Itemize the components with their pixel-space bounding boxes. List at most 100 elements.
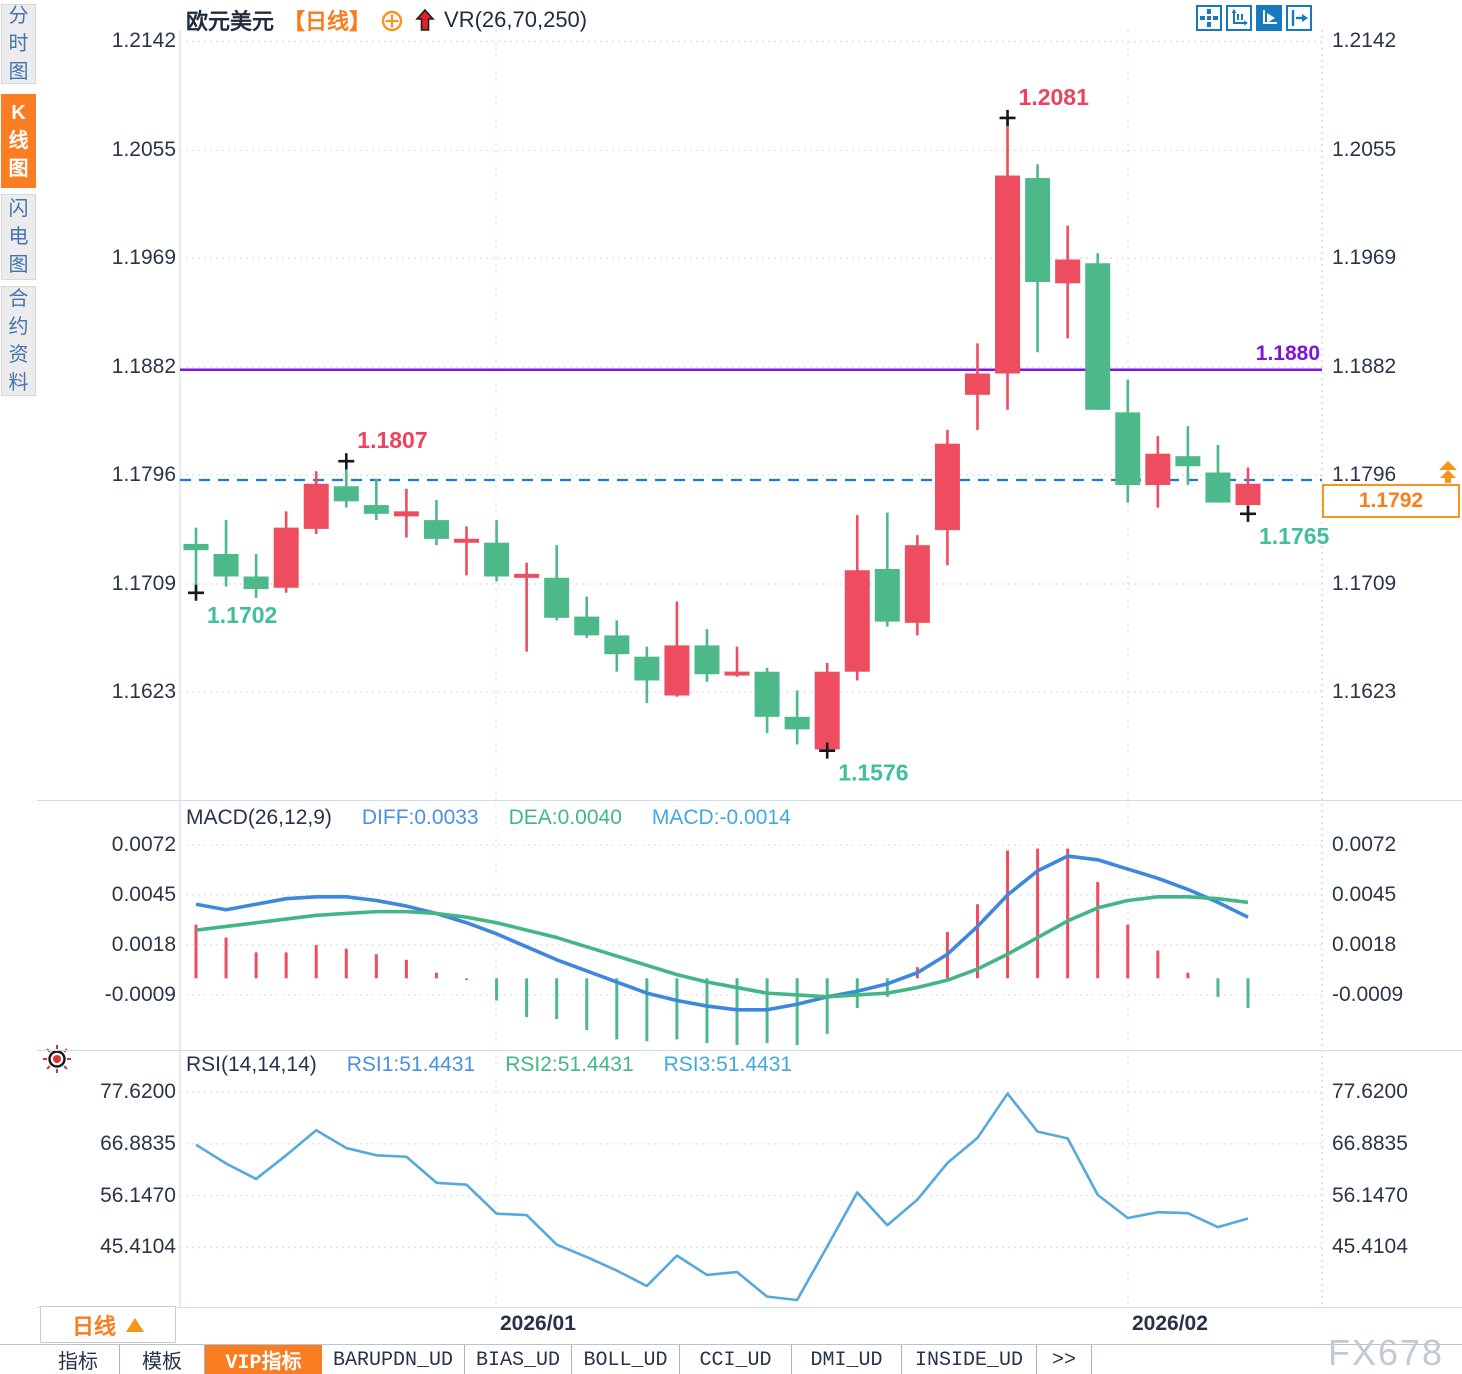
candle-body[interactable]: [303, 483, 329, 529]
price-up-arrow-icon: [1438, 461, 1458, 488]
indicator-tab-vip[interactable]: VIP指标: [205, 1345, 322, 1374]
macd-diff-value: DIFF:0.0033: [361, 806, 479, 829]
price-axis-label-left: 1.1882: [111, 355, 176, 379]
price-axis-label-right: 1.1623: [1332, 679, 1397, 703]
indicator-tab-barupdn_ud[interactable]: BARUPDN_UD: [322, 1345, 465, 1374]
candle-body[interactable]: [604, 635, 630, 655]
period-selector[interactable]: 日线: [40, 1306, 176, 1343]
indicator-tab-cci_ud[interactable]: CCI_UD: [680, 1345, 792, 1374]
circle-plus-icon[interactable]: [380, 8, 404, 32]
indicator-tab-inside_ud[interactable]: INSIDE_UD: [902, 1345, 1037, 1374]
indicator-tab-bias_ud[interactable]: BIAS_UD: [465, 1345, 572, 1374]
rsi-axis-label-left: 77.6200: [100, 1080, 176, 1103]
panel-divider-rsi: [37, 1050, 1462, 1051]
candle-body[interactable]: [904, 545, 930, 623]
move-tool-button[interactable]: [1196, 5, 1222, 31]
symbol-name: 欧元美元: [186, 9, 275, 34]
candle-body[interactable]: [273, 527, 299, 588]
candle-body[interactable]: [544, 577, 570, 618]
sidebar-tab-char: 图: [8, 61, 29, 83]
candle-body[interactable]: [995, 175, 1021, 374]
extreme-marker-icon: [338, 453, 355, 470]
indicator-tab-dmi_ud[interactable]: DMI_UD: [792, 1345, 902, 1374]
rsi-axis-label-left: 66.8835: [100, 1131, 176, 1155]
candle-body[interactable]: [1235, 483, 1261, 506]
sidebar-tab-char: 图: [8, 254, 29, 276]
candle-body[interactable]: [1145, 453, 1171, 486]
sidebar-tab-char: 料: [8, 372, 29, 394]
candle-body[interactable]: [183, 543, 209, 551]
candle-body[interactable]: [363, 505, 389, 514]
candle-body[interactable]: [514, 573, 540, 578]
candle-body[interactable]: [484, 542, 510, 577]
date-label: 2026/02: [1132, 1312, 1208, 1335]
indicator-tab-[interactable]: 指标: [37, 1345, 120, 1374]
candle-body[interactable]: [1175, 456, 1201, 467]
fit-scale-tool-button[interactable]: [1226, 5, 1252, 31]
indicator-tab-bar: 指标 模板 VIP指标 BARUPDN_UD BIAS_UD BOLL_UD CCI_UD D…: [0, 1344, 1462, 1374]
pan-right-tool-button[interactable]: [1286, 5, 1312, 31]
candle-body[interactable]: [784, 716, 810, 730]
sidebar-tab-char: 约: [8, 316, 29, 338]
price-axis-label-left: 1.2142: [111, 29, 176, 53]
indicator-tab-boll_ud[interactable]: BOLL_UD: [572, 1345, 680, 1374]
triangle-up-icon: [126, 1317, 144, 1332]
candle-body[interactable]: [694, 645, 720, 675]
chart-toolbar: [1196, 5, 1312, 31]
candle-body[interactable]: [1115, 412, 1141, 486]
macd-axis-label-right: 0.0045: [1332, 882, 1397, 906]
candle-body[interactable]: [1025, 178, 1051, 283]
candle-body[interactable]: [454, 538, 480, 543]
rsi3-value: RSI3:51.4431: [663, 1053, 793, 1076]
indicator-tab-[interactable]: 模板: [120, 1345, 205, 1374]
auto-scroll-tool-button[interactable]: [1256, 5, 1282, 31]
macd-header: MACD(26,12,9) DIFF:0.0033 DEA:0.0040 MAC…: [186, 806, 791, 830]
sidebar-tab-3[interactable]: 闪电图: [1, 194, 36, 280]
macd-axis-label-right: 0.0018: [1332, 932, 1397, 956]
candle-body[interactable]: [423, 520, 449, 539]
sidebar-tab-4[interactable]: 合约资料: [1, 286, 36, 396]
candle-body[interactable]: [814, 671, 840, 750]
macd-value: MACD:-0.0014: [651, 806, 791, 829]
support-line-label: 1.1880: [1255, 342, 1320, 365]
extreme-marker-icon: [188, 584, 204, 601]
rsi-axis-label-right: 56.1470: [1332, 1183, 1408, 1207]
macd-axis-label-left: 0.0045: [111, 882, 176, 906]
candle-body[interactable]: [754, 671, 780, 717]
candle-body[interactable]: [243, 576, 269, 590]
rsi-axis-label-left: 45.4104: [100, 1235, 176, 1259]
price-annotation: 1.1576: [838, 760, 908, 786]
date-label: 2026/01: [500, 1312, 576, 1335]
price-annotation: 1.1765: [1259, 523, 1330, 549]
rsi-line: [195, 1092, 1249, 1302]
live-marker-icon[interactable]: [42, 1044, 72, 1079]
candle-body[interactable]: [393, 511, 419, 517]
candle-body[interactable]: [664, 645, 690, 696]
indicator-tab->>[interactable]: >>: [1037, 1345, 1092, 1374]
candle-body[interactable]: [724, 671, 750, 676]
candle-body[interactable]: [934, 443, 960, 531]
candle-body[interactable]: [1085, 263, 1111, 410]
watermark: FX678: [1328, 1332, 1445, 1373]
candle-body[interactable]: [574, 616, 600, 636]
candle-body[interactable]: [1205, 472, 1231, 503]
candle-body[interactable]: [333, 486, 359, 502]
candle-body[interactable]: [874, 568, 900, 622]
period-tag: 【日线】: [283, 9, 372, 34]
rsi-axis-label-right: 45.4104: [1332, 1235, 1408, 1259]
macd-dea-line: [195, 895, 1249, 999]
candle-body[interactable]: [1055, 259, 1081, 284]
candle-body[interactable]: [213, 553, 239, 577]
sidebar-tab-1[interactable]: 分时图: [1, 4, 36, 84]
period-selector-label: 日线: [71, 1313, 116, 1339]
candle-body[interactable]: [844, 570, 870, 672]
candle-body[interactable]: [634, 656, 660, 681]
current-price-box[interactable]: 1.1792: [1322, 484, 1460, 518]
candle-body[interactable]: [964, 373, 990, 395]
sidebar-tab-char: 资: [8, 344, 29, 366]
up-arrow-icon[interactable]: [413, 6, 435, 34]
sidebar-tab-char: K: [11, 102, 26, 124]
